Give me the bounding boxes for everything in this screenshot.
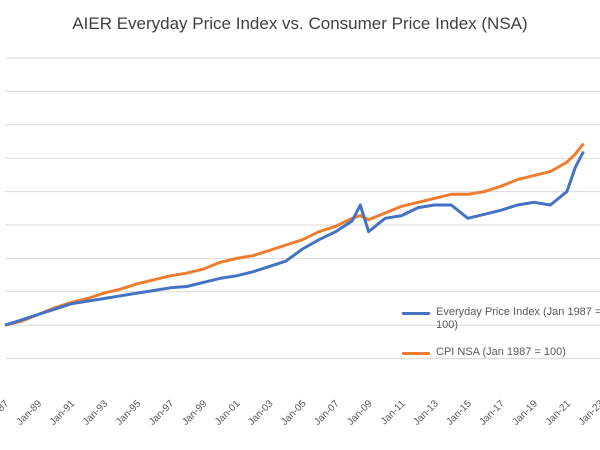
legend-label-everyday-price-index: Everyday Price Index (Jan 1987 = 100): [436, 306, 600, 331]
series-line-everyday-price-index: [4, 150, 585, 327]
x-tick-label: Jan-03: [246, 398, 276, 428]
x-tick-label: Jan-89: [15, 398, 45, 428]
chart-title: AIER Everyday Price Index vs. Consumer P…: [72, 14, 528, 33]
x-tick-label: Jan-17: [478, 398, 508, 428]
legend-swatch-cpi-nsa: [402, 352, 430, 355]
x-tick-label: Jan-19: [511, 398, 541, 428]
x-tick-label: Jan-13: [411, 398, 441, 428]
x-tick-label: Jan-91: [48, 398, 78, 428]
legend-label-cpi-nsa: CPI NSA (Jan 1987 = 100): [436, 346, 566, 358]
x-tick-label: Jan-01: [213, 398, 243, 428]
x-tick-label: Jan-15: [444, 398, 474, 428]
x-tick-label: Jan-05: [279, 398, 309, 428]
legend-item-everyday-price-index: Everyday Price Index (Jan 1987 = 100): [402, 306, 600, 332]
legend-swatch-everyday-price-index: [402, 312, 430, 315]
x-tick-label: Jan-23: [577, 398, 600, 428]
x-tick-label: Jan-93: [81, 398, 111, 428]
series-lines: [4, 142, 585, 327]
x-tick-label: Jan-09: [345, 398, 375, 428]
series-line-cpi-nsa: [4, 142, 585, 327]
x-tick-label: Jan-95: [114, 398, 144, 428]
x-tick-label: Jan-97: [147, 398, 177, 428]
legend: Everyday Price Index (Jan 1987 = 100) CP…: [402, 306, 600, 359]
x-tick-label: Jan-21: [544, 398, 574, 428]
x-axis-tick-labels: Jan-87 Jan-89 Jan-91 Jan-93 Jan-95 Jan-97 Jan-…: [0, 398, 600, 428]
legend-item-cpi-nsa: CPI NSA (Jan 1987 = 100): [402, 346, 600, 359]
x-tick-label: Jan-99: [180, 398, 210, 428]
x-tick-label: Jan-11: [379, 398, 408, 427]
x-tick-label: Jan-07: [312, 398, 342, 428]
gridlines: [5, 57, 600, 360]
x-tick-label: Jan-87: [0, 398, 11, 428]
